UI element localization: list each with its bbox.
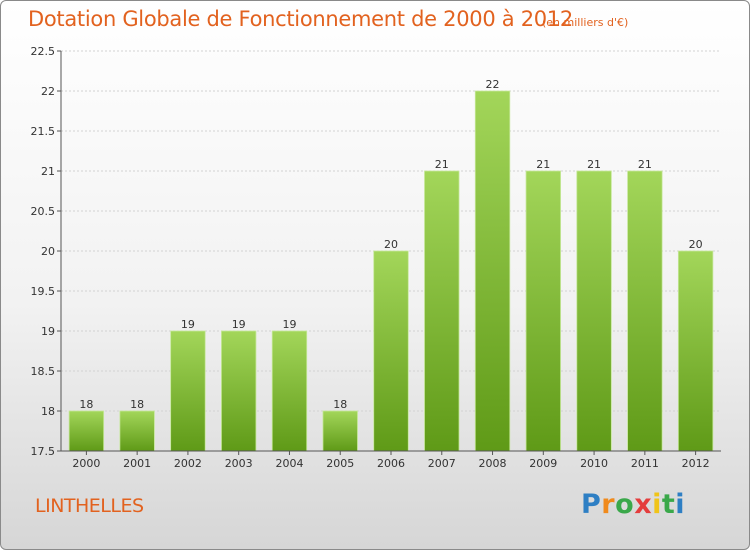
data-label: 21 [435,158,449,171]
bar-2009 [525,170,561,452]
data-labels: 18 18 19 19 19 18 20 21 22 21 21 21 20 [79,78,702,411]
x-tick-label: 2002 [174,457,202,470]
bar-2003 [221,330,257,452]
x-tick-label: 2001 [123,457,151,470]
x-tick-label: 2000 [72,457,100,470]
bar-2006 [373,250,409,452]
bar-2004 [271,330,308,452]
y-tick-label: 22.5 [31,45,56,58]
bar-2008 [474,90,511,452]
bar-2002 [170,330,206,452]
y-tick-label: 20 [41,245,55,258]
x-tick-label: 2008 [479,457,507,470]
bar-2000 [68,410,105,452]
proxiti-logo[interactable]: Proxiti [581,489,685,520]
data-label: 21 [638,158,652,171]
bar-2010 [576,170,612,452]
x-tick-label: 2012 [682,457,710,470]
logo-letter: o [615,489,635,520]
bar-2007 [424,170,460,452]
y-tick-label: 18 [41,405,55,418]
bar-2011 [627,170,663,452]
bars [68,90,714,452]
logo-letter: P [581,489,602,520]
data-label: 19 [282,318,296,331]
y-tick-labels: 17.5 18 18.5 19 19.5 20 20.5 21 21.5 22 22.5 [31,45,56,458]
data-label: 21 [536,158,550,171]
data-label: 18 [79,398,93,411]
x-tick-labels: 2000 2001 2002 2003 2004 2005 2006 2007 2008 2009… [72,457,709,470]
data-label: 20 [384,238,398,251]
data-label: 19 [181,318,195,331]
chart-title: Dotation Globale de Fonctionnement de 20… [28,7,573,31]
bar-2001 [119,410,155,452]
y-tick-label: 22 [41,85,55,98]
x-tick-label: 2004 [275,457,303,470]
chart-subtitle: (en milliers d'€) [542,16,629,29]
x-tick-label: 2010 [580,457,608,470]
data-label: 22 [486,78,500,91]
x-tick-label: 2005 [326,457,354,470]
logo-letter: t [661,489,676,520]
x-tick-label: 2007 [428,457,456,470]
data-label: 18 [130,398,144,411]
y-tick-label: 19 [41,325,55,338]
logo-letter: i [652,489,662,520]
logo-letter: r [601,489,616,520]
y-tick-label: 21.5 [31,125,56,138]
data-label: 19 [232,318,246,331]
y-tick-label: 19.5 [31,285,56,298]
x-tick-label: 2009 [529,457,557,470]
y-tick-label: 17.5 [31,445,56,458]
data-label: 18 [333,398,347,411]
bar-2005 [322,410,358,452]
logo-letter: i [675,489,686,520]
x-tick-label: 2003 [225,457,253,470]
logo-letter: x [634,489,653,520]
commune-name: LINTHELLES [35,495,144,517]
x-tick-label: 2006 [377,457,405,470]
y-tick-label: 21 [41,165,55,178]
y-tick-label: 20.5 [31,205,56,218]
x-tick-label: 2011 [631,457,659,470]
data-label: 20 [689,238,703,251]
y-tick-label: 18.5 [31,365,56,378]
data-label: 21 [587,158,601,171]
axes [60,51,721,455]
bar-2012 [677,250,714,452]
